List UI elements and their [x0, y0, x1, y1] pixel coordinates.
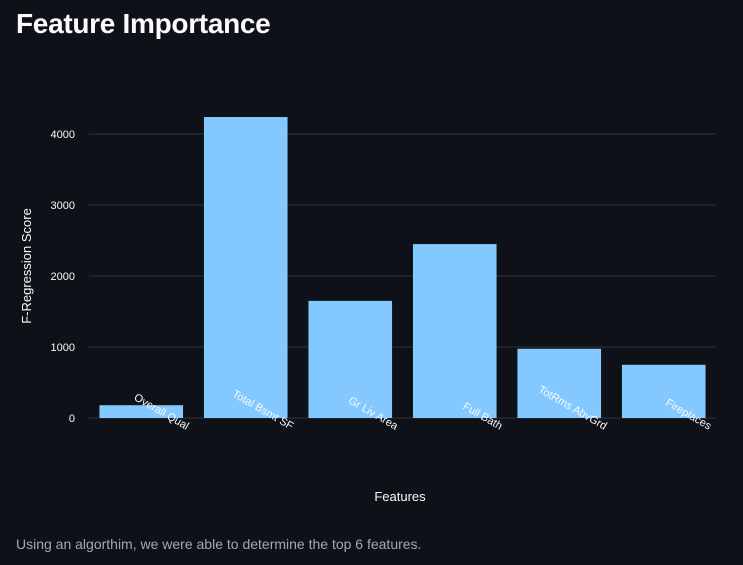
y-axis-title: F-Regression Score [19, 208, 34, 324]
page-title: Feature Importance [16, 8, 271, 39]
y-tick-label: 4000 [51, 129, 75, 141]
grid-layer [89, 133, 716, 419]
bar[interactable] [203, 117, 288, 419]
feature-importance-chart: 0 1000 2000 3000 4000 Overall Qual Total Bsmt… [0, 90, 743, 510]
y-tick-layer: 0 1000 2000 3000 4000 [51, 129, 75, 425]
bar[interactable] [412, 244, 497, 418]
bar[interactable] [621, 364, 706, 418]
bar[interactable] [517, 348, 602, 418]
y-tick-label: 1000 [51, 342, 75, 354]
bar[interactable] [99, 405, 184, 418]
bar[interactable] [308, 300, 393, 418]
caption-text: Using an algorthim, we were able to dete… [16, 536, 422, 552]
y-tick-label: 3000 [51, 200, 75, 212]
x-axis-title: Features [374, 489, 426, 504]
y-tick-label: 2000 [51, 271, 75, 283]
bar-layer [99, 117, 706, 419]
y-tick-label: 0 [69, 413, 75, 425]
